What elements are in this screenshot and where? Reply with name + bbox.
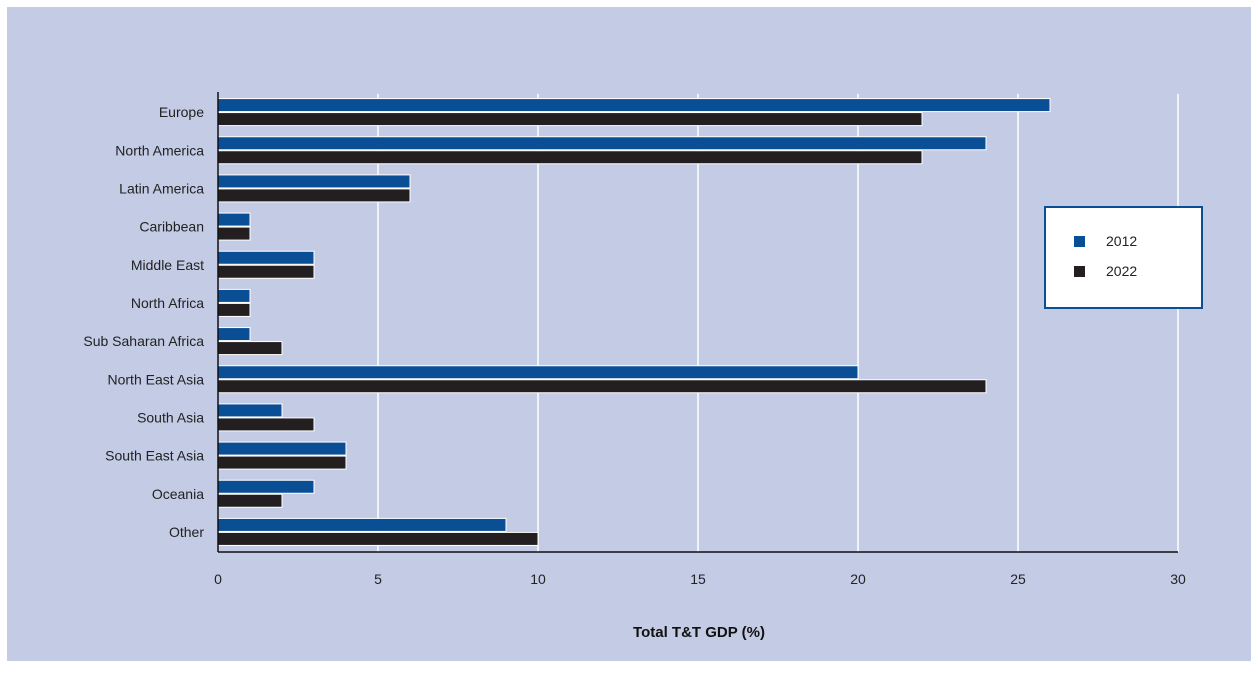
bar-2012-north-east-asia <box>217 365 859 380</box>
category-label-latin-america: Latin America <box>119 180 204 196</box>
category-label-north-america: North America <box>115 142 204 158</box>
category-label-oceania: Oceania <box>152 486 204 502</box>
bar-2012-middle-east <box>217 250 315 265</box>
bar-2022-oceania <box>217 493 283 508</box>
x-tick-label-0: 0 <box>214 571 222 587</box>
bar-2012-oceania <box>217 479 315 494</box>
bar-2012-latin-america <box>217 174 411 189</box>
bar-2022-south-east-asia <box>217 455 347 470</box>
x-tick-label-20: 20 <box>850 571 866 587</box>
category-label-caribbean: Caribbean <box>139 219 204 235</box>
legend-swatch-2022 <box>1074 266 1085 277</box>
bar-2022-middle-east <box>217 264 315 279</box>
x-tick-label-30: 30 <box>1170 571 1186 587</box>
category-label-south-east-asia: South East Asia <box>105 448 204 464</box>
x-axis-title: Total T&T GDP (%) <box>633 624 765 641</box>
bar-2022-sub-saharan-africa <box>217 341 283 356</box>
bar-2012-north-america <box>217 136 987 151</box>
bar-2022-other <box>217 531 539 546</box>
x-tick-label-5: 5 <box>374 571 382 587</box>
legend-label-2022: 2022 <box>1106 263 1137 279</box>
bar-2012-europe <box>217 98 1051 113</box>
bar-chart: Europe North America Latin America Caribbea… <box>83 92 1203 641</box>
bar-2012-south-east-asia <box>217 441 347 456</box>
bar-2022-north-africa <box>217 302 251 317</box>
bar-2022-north-east-asia <box>217 379 987 394</box>
bar-2012-north-africa <box>217 288 251 303</box>
bar-2012-south-asia <box>217 403 283 418</box>
gridlines <box>377 94 1179 552</box>
bar-2012-sub-saharan-africa <box>217 327 251 342</box>
legend-swatch-2012 <box>1074 236 1085 247</box>
category-label-south-asia: South Asia <box>137 409 204 425</box>
category-label-north-africa: North Africa <box>131 295 204 311</box>
bar-2022-europe <box>217 112 923 127</box>
legend: 2012 2022 <box>1044 206 1203 309</box>
bar-2022-latin-america <box>217 188 411 203</box>
axes <box>217 92 1178 553</box>
x-tick-label-15: 15 <box>690 571 706 587</box>
x-tick-label-10: 10 <box>530 571 546 587</box>
category-label-europe: Europe <box>159 104 204 120</box>
category-labels: Europe North America Latin America Caribbea… <box>83 104 204 540</box>
x-tick-labels: 0 5 10 15 20 25 30 <box>214 571 1186 587</box>
bar-2022-caribbean <box>217 226 251 241</box>
bar-2022-north-america <box>217 150 923 165</box>
legend-box <box>1044 206 1203 309</box>
bar-2022-south-asia <box>217 417 315 432</box>
category-label-other: Other <box>169 524 204 540</box>
category-label-sub-saharan-africa: Sub Saharan Africa <box>83 333 204 349</box>
bars <box>217 98 1051 546</box>
category-label-north-east-asia: North East Asia <box>108 371 205 387</box>
chart-panel: Europe North America Latin America Caribbea… <box>7 7 1251 661</box>
x-tick-label-25: 25 <box>1010 571 1026 587</box>
bar-2012-caribbean <box>217 212 251 227</box>
category-label-middle-east: Middle East <box>131 257 204 273</box>
legend-label-2012: 2012 <box>1106 233 1137 249</box>
bar-2012-other <box>217 517 507 532</box>
